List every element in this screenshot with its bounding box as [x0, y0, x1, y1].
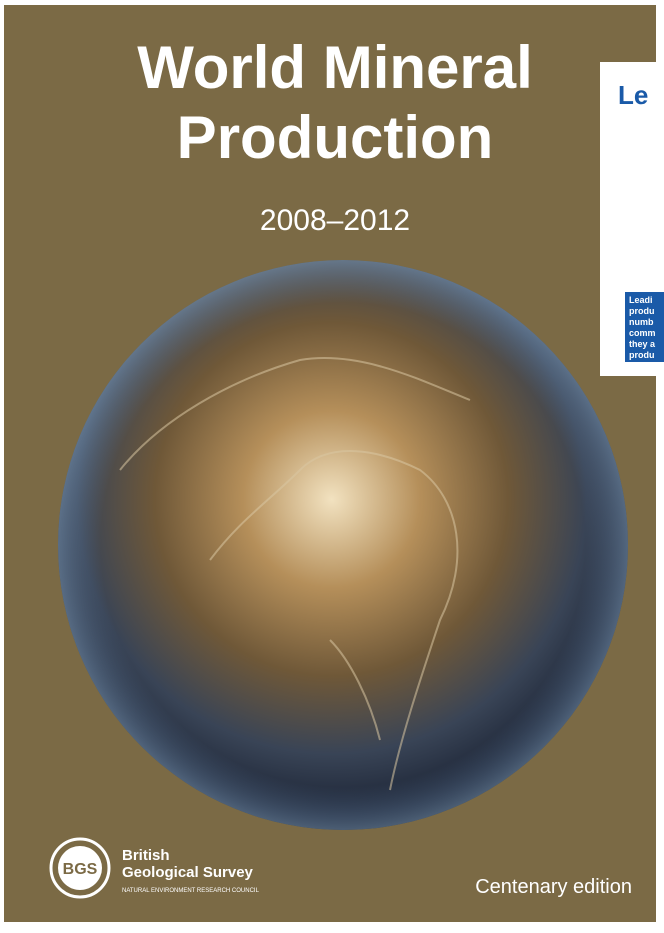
title-line: Production [177, 104, 494, 171]
publisher-name: British [122, 847, 170, 864]
title-line: World Mineral [137, 34, 533, 101]
inset-line: numb [629, 317, 654, 327]
publisher-logo: BGS [51, 839, 109, 897]
edition: Centenary edition [475, 876, 632, 898]
inset-title: Le [618, 80, 648, 110]
inset-line: Leadi [629, 295, 653, 305]
page: World Mineral Production 2008–2012 Le Le… [0, 0, 664, 928]
globe-rim [58, 260, 628, 830]
inset-line: they a [629, 339, 656, 349]
inset-line: produ [629, 306, 655, 316]
logo-text: BGS [63, 861, 98, 878]
inset-line: comm [629, 328, 656, 338]
book-cover: World Mineral Production 2008–2012 Le Le… [0, 0, 664, 928]
publisher-name: Geological Survey [122, 864, 254, 881]
years: 2008–2012 [260, 204, 410, 237]
publisher-council: NATURAL ENVIRONMENT RESEARCH COUNCIL [122, 888, 260, 894]
inset-line: produ [629, 350, 655, 360]
